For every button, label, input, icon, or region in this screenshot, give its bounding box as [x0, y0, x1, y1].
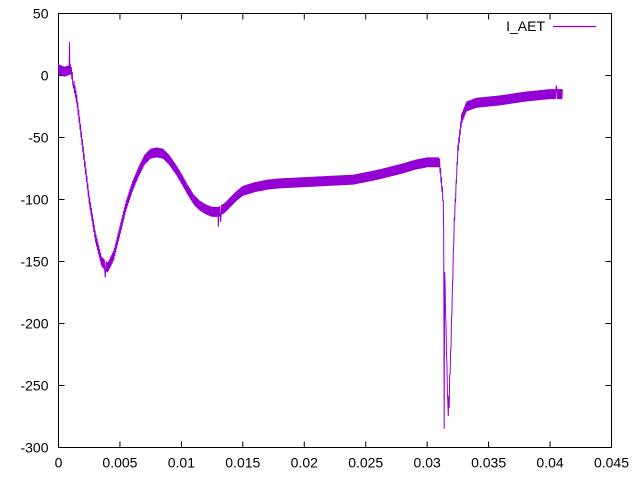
y-tick-label: -300 — [20, 440, 48, 456]
x-tick-label: 0.04 — [536, 455, 563, 471]
series-line — [58, 42, 563, 429]
y-tick-label: -150 — [20, 254, 48, 270]
plot-frame — [58, 13, 612, 448]
y-tick-label: 0 — [41, 68, 49, 84]
y-axis-ticks: 50 0 -50 -100 -150 -200 -250 -300 — [20, 6, 612, 456]
y-tick-label: -200 — [20, 316, 48, 332]
x-tick-label: 0.045 — [594, 455, 629, 471]
y-tick-label: -50 — [28, 130, 48, 146]
x-tick-label: 0.02 — [291, 455, 318, 471]
x-tick-label: 0.005 — [102, 455, 137, 471]
x-tick-label: 0 — [55, 455, 63, 471]
legend: I_AET — [506, 18, 596, 34]
x-tick-label: 0.01 — [168, 455, 195, 471]
x-tick-label: 0.025 — [348, 455, 383, 471]
series-layer — [58, 42, 563, 429]
x-axis-ticks: 0 0.005 0.01 0.015 0.02 0.025 0.03 0.035 0.04 0.0… — [55, 13, 629, 471]
y-tick-label: 50 — [33, 6, 49, 22]
x-tick-label: 0.035 — [471, 455, 506, 471]
legend-label: I_AET — [506, 18, 545, 34]
y-tick-label: -100 — [20, 192, 48, 208]
y-tick-label: -250 — [20, 378, 48, 394]
x-tick-label: 0.03 — [414, 455, 441, 471]
x-tick-label: 0.015 — [225, 455, 260, 471]
